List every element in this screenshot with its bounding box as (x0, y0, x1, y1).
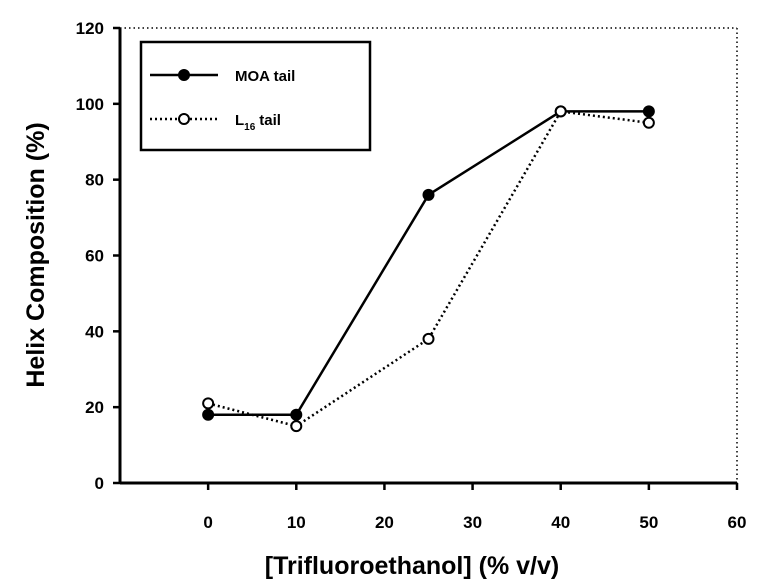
series-2-point (642, 116, 655, 129)
series-1-point (642, 105, 655, 118)
legend-marker-series-1 (178, 69, 190, 81)
legend: MOA tail L16 tail (139, 40, 372, 152)
ticks-layer: 0 10 20 30 40 50 60 0 20 40 60 80 100 120 (76, 19, 747, 532)
y-tick-label: 120 (76, 19, 104, 38)
x-tick-label: 60 (728, 513, 747, 532)
series-2-point (290, 420, 303, 433)
y-tick-label: 40 (85, 322, 104, 341)
legend-label-series-2-suffix: tail (259, 112, 281, 129)
legend-label-series-2-name: L (235, 112, 244, 129)
legend-marker-series-2 (178, 113, 190, 125)
series-1-point (202, 408, 215, 421)
series-1-line (208, 110, 649, 416)
y-tick-label: 20 (85, 398, 104, 417)
x-tick-label: 30 (463, 513, 482, 532)
x-tick-label: 0 (203, 513, 212, 532)
legend-label-series-2-subscript: 16 (244, 122, 256, 133)
y-tick-label: 60 (85, 247, 104, 266)
legend-label-series-2: L16 tail (235, 112, 281, 133)
series-2-line (207, 110, 650, 428)
x-tick-label: 40 (551, 513, 570, 532)
series-layer (202, 105, 655, 433)
y-tick-label: 80 (85, 171, 104, 190)
series-2-point (202, 397, 215, 410)
series-1-point (422, 188, 435, 201)
legend-box (139, 40, 372, 152)
y-tick-label: 100 (76, 95, 104, 114)
y-tick-label: 0 (95, 474, 104, 493)
series-2-point (422, 332, 435, 345)
y-axis-title: Helix Composition (%) (22, 122, 50, 387)
series-2-point (554, 105, 567, 118)
x-tick-label: 50 (639, 513, 658, 532)
x-tick-label: 10 (287, 513, 306, 532)
series-1-point (290, 408, 303, 421)
x-tick-label: 20 (375, 513, 394, 532)
x-axis-title: [Trifluoroethanol] (% v/v) (265, 552, 559, 580)
legend-label-series-1: MOA tail (235, 68, 295, 85)
